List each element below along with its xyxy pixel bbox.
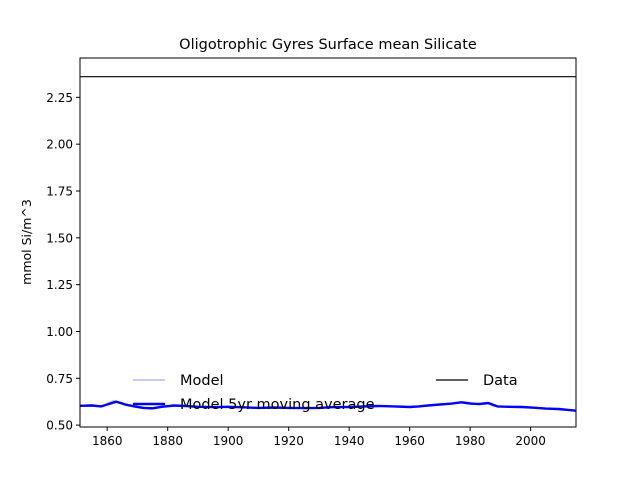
y-tick-label: 0.50 [46, 419, 73, 433]
x-tick-label: 1960 [394, 434, 425, 448]
y-ticks: 0.50 0.75 1.00 1.25 1.50 1.75 2.00 2.25 [46, 91, 80, 433]
chart-title: Oligotrophic Gyres Surface mean Silicate [179, 37, 477, 53]
legend-label: Data [483, 373, 518, 389]
x-ticks: 1860 1880 1900 1920 1940 1960 1980 2000 [92, 427, 546, 448]
legend-label: Model 5yr moving average [180, 397, 375, 413]
series-layer [79, 76, 577, 412]
x-tick-label: 1880 [152, 434, 183, 448]
y-tick-label: 1.50 [46, 231, 73, 245]
legend-entry-model-5yr-moving-average: Model 5yr moving average [133, 397, 375, 413]
y-tick-label: 2.25 [46, 91, 73, 105]
x-tick-label: 1860 [92, 434, 123, 448]
legend-entry-model: Model [133, 373, 224, 389]
y-tick-label: 1.25 [46, 278, 73, 292]
x-tick-label: 1980 [455, 434, 486, 448]
x-tick-label: 1920 [273, 434, 304, 448]
legend: Model Model 5yr moving average Data [133, 373, 518, 413]
x-tick-label: 2000 [515, 434, 546, 448]
y-axis-label: mmol Si/m^3 [19, 199, 34, 285]
legend-label: Model [180, 373, 224, 389]
plot-area-frame [79, 57, 577, 428]
legend-entry-data: Data [436, 373, 518, 389]
x-tick-label: 1900 [213, 434, 244, 448]
model-5yr-moving-average-line [79, 400, 577, 412]
x-tick-label: 1940 [334, 434, 365, 448]
y-tick-label: 1.75 [46, 184, 73, 198]
y-tick-label: 0.75 [46, 372, 73, 386]
y-tick-label: 2.00 [46, 138, 73, 152]
y-tick-label: 1.00 [46, 325, 73, 339]
